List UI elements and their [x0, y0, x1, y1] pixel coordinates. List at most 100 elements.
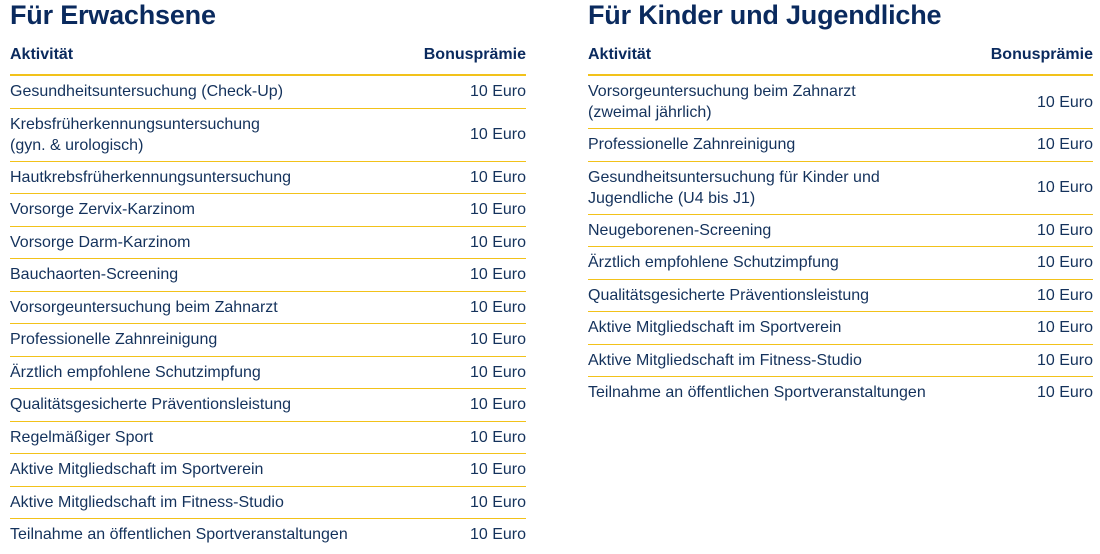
bonus-amount: 10 Euro: [420, 108, 526, 162]
bonus-amount: 10 Euro: [420, 486, 526, 519]
activity-label: Hautkrebsfrüherkennungsuntersuchung: [10, 168, 292, 186]
activity-label: Vorsorge Zervix-Karzinom: [10, 201, 195, 219]
activity-cell: Aktive Mitgliedschaft im Sportverein: [588, 311, 988, 345]
bonus-amount: 10 Euro: [988, 246, 1093, 280]
table-header-row: Aktivität Bonusprämie: [10, 36, 526, 76]
activity-label: Vorsorgeuntersuchung beim Zahnarzt: [588, 83, 856, 100]
table-row: Vorsorgeuntersuchung beim Zahnarzt (zweim…: [588, 75, 1093, 129]
table-row: Krebsfrüherkennungsuntersuchung (gyn. & u…: [10, 108, 526, 162]
activity-label-line2: (gyn. & urologisch): [10, 136, 144, 154]
bonus-amount: 10 Euro: [420, 258, 526, 292]
activity-cell: Vorsorgeuntersuchung beim Zahnarzt: [10, 291, 420, 324]
table-row: Aktive Mitgliedschaft im Sportverein 10 E…: [588, 311, 1093, 345]
activity-cell: Vorsorge Darm-Karzinom: [10, 226, 420, 259]
activity-cell: Gesundheitsuntersuchung für Kinder und Ju…: [588, 161, 988, 215]
activity-label: Qualitätsgesicherte Präventionsleistung: [10, 396, 292, 414]
activity-cell: Ärztlich empfohlene Schutzimpfung: [10, 356, 420, 389]
bonus-column-header: Bonusprämie: [420, 36, 526, 76]
table-row: Gesundheitsuntersuchung für Kinder und Ju…: [588, 161, 1093, 215]
kids-section-title: Für Kinder und Jugendliche: [588, 0, 942, 30]
table-row: Professionelle Zahnreinigung 10 Euro: [588, 128, 1093, 162]
bonus-amount: 10 Euro: [988, 311, 1093, 345]
table-row: Aktive Mitgliedschaft im Fitness-Studio 1…: [588, 344, 1093, 377]
activity-label: Bauchaorten-Screening: [10, 266, 179, 284]
bonus-amount: 10 Euro: [420, 75, 526, 109]
activity-cell: Gesundheitsuntersuchung (Check-Up): [10, 75, 420, 109]
activity-cell: Hautkrebsfrüherkennungsuntersuchung: [10, 161, 420, 194]
table-row: Vorsorgeuntersuchung beim Zahnarzt 10 Eur…: [10, 291, 526, 324]
bonus-amount: 10 Euro: [988, 344, 1093, 377]
activity-label: Professionelle Zahnreinigung: [588, 136, 796, 154]
table-row: Neugeborenen-Screening 10 Euro: [588, 214, 1093, 247]
table-row: Bauchaorten-Screening 10 Euro: [10, 258, 526, 292]
activity-label: Gesundheitsuntersuchung (Check-Up): [10, 83, 284, 101]
bonus-amount: 10 Euro: [420, 356, 526, 389]
table-row: Hautkrebsfrüherkennungsuntersuchung 10 Eu…: [10, 161, 526, 194]
table-row: Qualitätsgesicherte Präventionsleistung 1…: [588, 279, 1093, 312]
bonus-amount: 10 Euro: [420, 161, 526, 194]
activity-cell: Ärztlich empfohlene Schutzimpfung: [588, 246, 988, 280]
bonus-amount: 10 Euro: [420, 323, 526, 357]
table-row: Teilnahme an öffentlichen Sportveranstal…: [10, 519, 526, 551]
activity-cell: Aktive Mitgliedschaft im Sportverein: [10, 453, 420, 487]
activity-cell: Professionelle Zahnreinigung: [10, 323, 420, 357]
bonus-amount: 10 Euro: [420, 421, 526, 454]
activity-cell: Vorsorge Zervix-Karzinom: [10, 193, 420, 227]
kids-section: Für Kinder und Jugendliche Aktivität Bon…: [588, 0, 1093, 409]
activity-cell: Krebsfrüherkennungsuntersuchung (gyn. & u…: [10, 108, 420, 162]
bonus-amount: 10 Euro: [988, 128, 1093, 162]
activity-cell: Teilnahme an öffentlichen Sportveranstal…: [10, 519, 420, 551]
activity-column-header: Aktivität: [10, 36, 420, 76]
adults-section: Für Erwachsene Aktivität Bonusprämie Ges…: [10, 0, 526, 551]
activity-cell: Teilnahme an öffentlichen Sportveranstal…: [588, 377, 988, 409]
bonus-amount: 10 Euro: [420, 388, 526, 422]
bonus-amount: 10 Euro: [988, 161, 1093, 215]
table-row: Teilnahme an öffentlichen Sportveranstal…: [588, 377, 1093, 409]
activity-label: Aktive Mitgliedschaft im Fitness-Studio: [10, 493, 284, 511]
activity-label-line2: (zweimal jährlich): [588, 104, 712, 121]
activity-cell: Professionelle Zahnreinigung: [588, 128, 988, 162]
activity-label: Vorsorgeuntersuchung beim Zahnarzt: [10, 298, 278, 316]
activity-cell: Aktive Mitgliedschaft im Fitness-Studio: [10, 486, 420, 519]
activity-cell: Regelmäßiger Sport: [10, 421, 420, 454]
activity-label: Neugeborenen-Screening: [588, 221, 772, 239]
bonus-amount: 10 Euro: [420, 226, 526, 259]
activity-cell: Qualitätsgesicherte Präventionsleistung: [588, 279, 988, 312]
activity-label: Aktive Mitgliedschaft im Fitness-Studio: [588, 351, 862, 369]
bonus-amount: 10 Euro: [988, 75, 1093, 129]
activity-label: Ärztlich empfohlene Schutzimpfung: [10, 363, 261, 381]
activity-label: Gesundheitsuntersuchung für Kinder und: [588, 168, 880, 186]
activity-cell: Qualitätsgesicherte Präventionsleistung: [10, 388, 420, 422]
table-row: Vorsorge Darm-Karzinom 10 Euro: [10, 226, 526, 259]
bonus-amount: 10 Euro: [988, 214, 1093, 247]
table-row: Aktive Mitgliedschaft im Sportverein 10 E…: [10, 453, 526, 487]
bonus-amount: 10 Euro: [420, 453, 526, 487]
activity-label: Teilnahme an öffentlichen Sportveranstal…: [10, 526, 348, 544]
activity-label: Qualitätsgesicherte Präventionsleistung: [588, 286, 870, 304]
activity-label: Krebsfrüherkennungsuntersuchung: [10, 115, 260, 133]
bonus-amount: 10 Euro: [988, 279, 1093, 312]
adults-bonus-table: Aktivität Bonusprämie Gesundheitsuntersu…: [10, 36, 526, 551]
table-row: Vorsorge Zervix-Karzinom 10 Euro: [10, 193, 526, 227]
activity-label: Ärztlich empfohlene Schutzimpfung: [588, 254, 839, 272]
activity-cell: Neugeborenen-Screening: [588, 214, 988, 247]
table-header-row: Aktivität Bonusprämie: [588, 36, 1093, 76]
activity-label: Aktive Mitgliedschaft im Sportverein: [588, 319, 842, 337]
table-row: Gesundheitsuntersuchung (Check-Up) 10 Eur…: [10, 75, 526, 109]
table-row: Ärztlich empfohlene Schutzimpfung 10 Euro: [10, 356, 526, 389]
bonus-amount: 10 Euro: [420, 291, 526, 324]
bonus-amount: 10 Euro: [420, 193, 526, 227]
table-row: Ärztlich empfohlene Schutzimpfung 10 Euro: [588, 246, 1093, 280]
table-row: Qualitätsgesicherte Präventionsleistung 1…: [10, 388, 526, 422]
bonus-amount: 10 Euro: [469, 526, 526, 544]
bonus-amount: 10 Euro: [1036, 384, 1093, 402]
activity-label: Aktive Mitgliedschaft im Sportverein: [10, 461, 264, 479]
table-row: Regelmäßiger Sport 10 Euro: [10, 421, 526, 454]
activity-label: Professionelle Zahnreinigung: [10, 331, 218, 349]
bonus-column-header: Bonusprämie: [988, 36, 1093, 76]
activity-cell: Bauchaorten-Screening: [10, 258, 420, 292]
activity-cell: Aktive Mitgliedschaft im Fitness-Studio: [588, 344, 988, 377]
table-row: Aktive Mitgliedschaft im Fitness-Studio 1…: [10, 486, 526, 519]
activity-column-header: Aktivität: [588, 36, 988, 76]
